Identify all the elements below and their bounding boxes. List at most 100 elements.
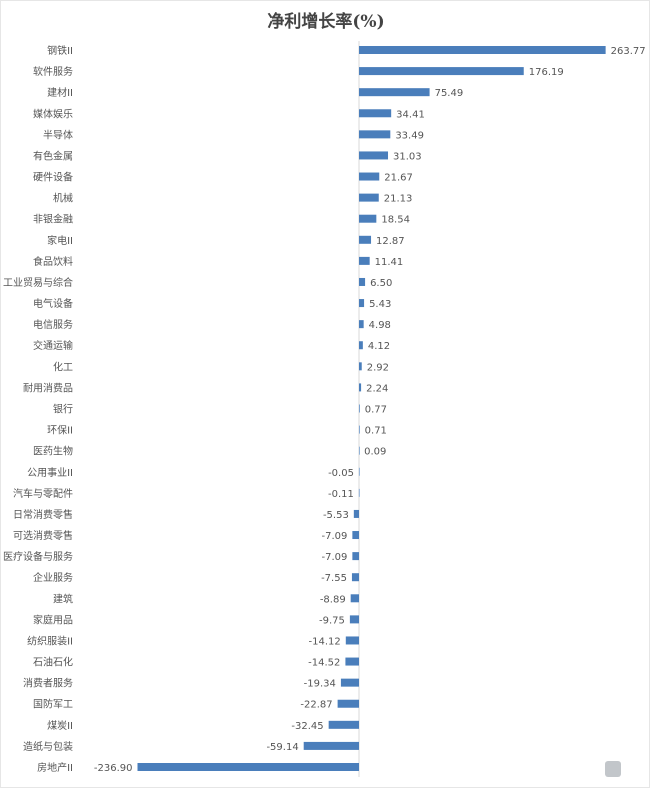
- data-label: 11.41: [375, 257, 404, 268]
- category-label: 媒体娱乐: [33, 107, 73, 120]
- category-label: 汽车与零配件: [13, 487, 73, 500]
- bar: [352, 531, 359, 540]
- category-label: 可选消费零售: [13, 529, 73, 542]
- data-label: 75.49: [435, 88, 464, 99]
- data-label: 21.13: [384, 194, 413, 205]
- bar: [328, 720, 359, 729]
- bar: [303, 741, 359, 750]
- bar: [345, 657, 359, 666]
- data-label: -7.09: [321, 531, 347, 542]
- category-label: 有色金属: [33, 149, 73, 162]
- category-label: 电信服务: [33, 318, 73, 331]
- bar: [359, 172, 380, 181]
- category-label: 造纸与包装: [23, 740, 73, 753]
- bar: [340, 678, 359, 687]
- chart-title: 净利增长率(%): [267, 12, 385, 32]
- category-label: 家庭用品: [33, 613, 73, 626]
- category-label: 非银金融: [33, 213, 73, 226]
- data-label: 5.43: [369, 299, 391, 310]
- data-label: -0.11: [328, 489, 354, 500]
- category-label: 消费者服务: [23, 677, 73, 690]
- bar: [359, 235, 372, 244]
- data-label: -14.12: [309, 636, 341, 647]
- data-label: 0.77: [365, 405, 387, 416]
- data-label: 4.98: [369, 320, 391, 331]
- data-label: -7.55: [321, 573, 347, 584]
- category-label: 医疗设备与服务: [3, 550, 73, 563]
- bar: [350, 594, 359, 603]
- bar: [359, 88, 430, 97]
- bar: [359, 404, 360, 413]
- category-label: 机械: [53, 192, 73, 205]
- category-label: 建材II: [47, 86, 73, 99]
- category-label: 钢铁II: [47, 44, 73, 57]
- bar: [359, 362, 362, 371]
- data-label: -8.89: [320, 594, 346, 605]
- bar: [359, 277, 366, 286]
- bar: [359, 383, 362, 392]
- bar: [337, 699, 359, 708]
- data-label: -14.52: [308, 658, 340, 669]
- bar: [345, 636, 359, 645]
- bar: [359, 193, 379, 202]
- data-label: -59.14: [266, 742, 298, 753]
- category-label: 公用事业II: [27, 466, 73, 479]
- data-label: 263.77: [611, 46, 646, 57]
- category-label: 银行: [53, 403, 73, 416]
- bar: [359, 109, 392, 118]
- data-label: -0.05: [328, 468, 354, 479]
- data-label: -236.90: [94, 763, 133, 774]
- data-label: -32.45: [291, 721, 323, 732]
- bar: [359, 214, 377, 223]
- data-label: -5.53: [323, 510, 349, 521]
- category-label: 半导体: [43, 128, 73, 141]
- data-label: 21.67: [384, 173, 413, 184]
- category-label: 化工: [53, 360, 73, 373]
- bar: [351, 573, 359, 582]
- data-label: 33.49: [395, 130, 424, 141]
- category-label: 工业贸易与综合: [3, 276, 73, 289]
- bar: [359, 446, 360, 455]
- category-label: 耐用消费品: [23, 381, 73, 394]
- category-label: 纺织服装II: [27, 634, 73, 647]
- bar: [359, 151, 389, 160]
- watermark-logo: [605, 761, 621, 777]
- data-label: 0.71: [365, 426, 387, 437]
- bar: [359, 320, 364, 329]
- bar: [359, 341, 363, 350]
- data-label: -9.75: [319, 615, 345, 626]
- category-label: 石油石化: [33, 656, 73, 669]
- data-label: 18.54: [381, 215, 410, 226]
- category-label: 日常消费零售: [13, 508, 73, 521]
- bar: [359, 256, 370, 265]
- category-label: 电气设备: [33, 297, 73, 310]
- category-label: 环保II: [47, 424, 73, 437]
- data-label: 12.87: [376, 236, 405, 247]
- category-label: 交通运输: [33, 339, 73, 352]
- data-label: 34.41: [396, 109, 425, 120]
- category-label: 煤炭II: [47, 719, 73, 732]
- bar: [359, 130, 391, 139]
- data-label: 6.50: [370, 278, 392, 289]
- data-label: -22.87: [300, 700, 332, 711]
- bar: [359, 299, 365, 308]
- category-label: 建筑: [53, 592, 73, 605]
- category-label: 国防军工: [33, 698, 73, 711]
- data-label: -19.34: [304, 679, 336, 690]
- category-label: 软件服务: [33, 65, 73, 78]
- bar: [352, 552, 359, 561]
- bar: [359, 425, 360, 434]
- data-label: 2.92: [367, 362, 389, 373]
- bar: [359, 67, 524, 76]
- category-label: 食品饮料: [33, 255, 73, 268]
- data-label: 31.03: [393, 151, 422, 162]
- bar: [349, 615, 359, 624]
- data-label: 0.09: [364, 447, 386, 458]
- category-label: 医药生物: [33, 445, 73, 458]
- bar: [353, 509, 359, 518]
- data-label: 176.19: [529, 67, 564, 78]
- bar: [137, 763, 359, 771]
- category-label: 硬件设备: [33, 171, 73, 184]
